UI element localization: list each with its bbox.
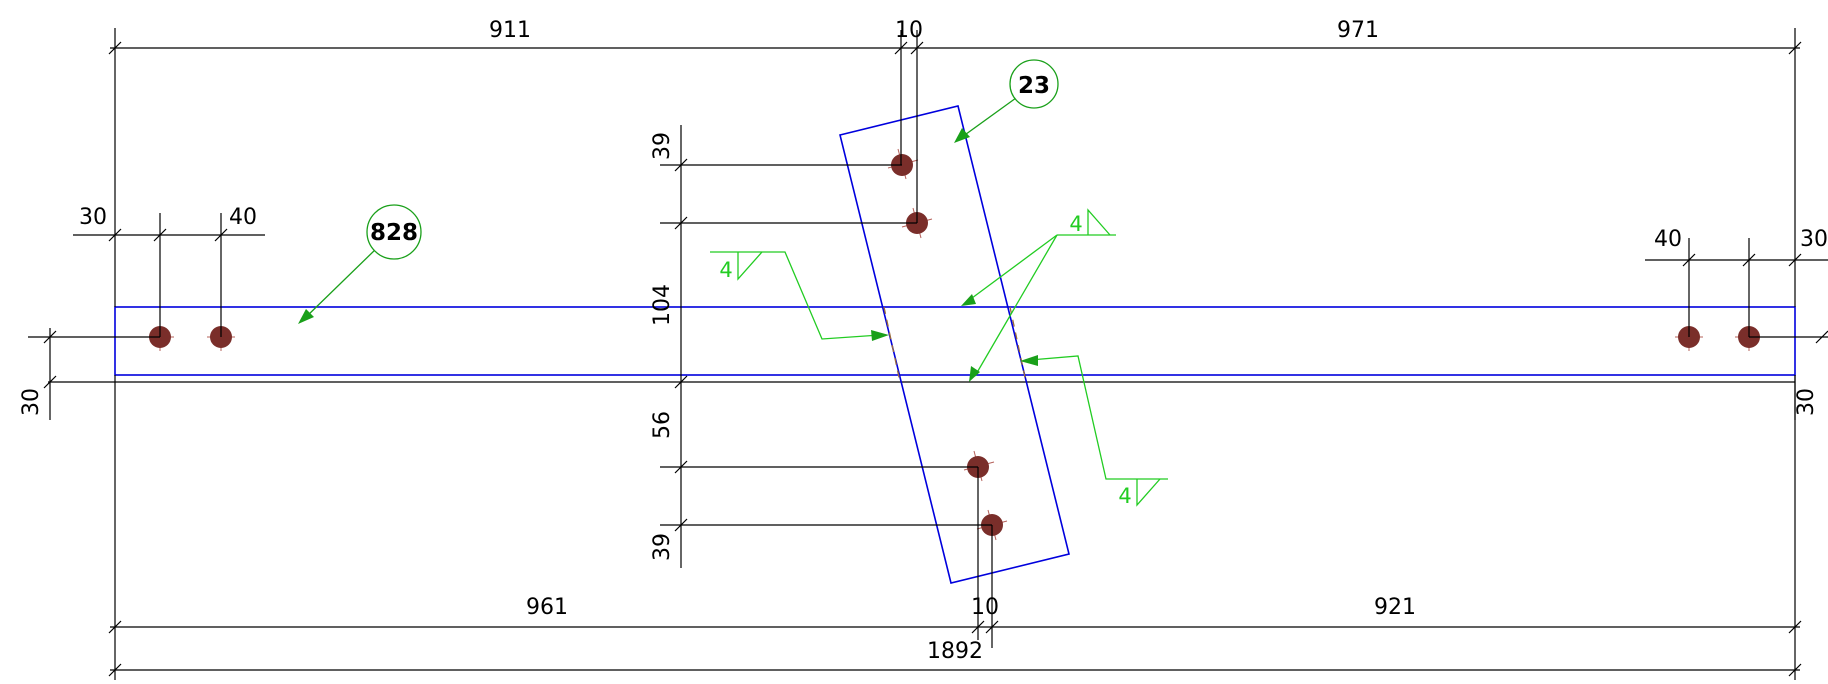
- dim-top-mid: 10: [895, 18, 923, 43]
- weld-symbol-top-right: [961, 208, 1116, 382]
- dim-upper-b: 104: [650, 284, 675, 326]
- dim-overall: 1892: [927, 639, 983, 664]
- left-side-dimension: [28, 328, 160, 420]
- weld-symbol-bottom-right: [1020, 355, 1168, 507]
- right-bolt-dimension: [1645, 238, 1828, 337]
- dim-bottom-right: 921: [1374, 595, 1416, 620]
- weld-symbol-top-left: [710, 251, 889, 341]
- dim-upper-a: 39: [650, 132, 675, 160]
- bottom-dimension-chain: [108, 375, 1802, 680]
- bolt: [963, 450, 995, 482]
- dim-bottom-mid: 10: [971, 595, 999, 620]
- dim-top-left: 911: [489, 18, 531, 43]
- dim-right-pitch: 40: [1654, 227, 1682, 252]
- dim-right-edge: 30: [1800, 227, 1828, 252]
- dim-lower-b: 39: [650, 533, 675, 561]
- dim-bottom-left: 961: [526, 595, 568, 620]
- dim-right-side: 30: [1794, 388, 1819, 416]
- top-dimension-chain: [108, 28, 1802, 307]
- beam-tag-label: 828: [370, 220, 418, 246]
- plate-part-tag: [954, 59, 1059, 143]
- weld-size-top-left: 4: [719, 258, 732, 282]
- dim-left-pitch: 40: [229, 205, 257, 230]
- left-bolt-dimension: [73, 213, 265, 337]
- weld-size-top-right: 4: [1069, 212, 1082, 236]
- dim-top-right: 971: [1337, 18, 1379, 43]
- plate-tag-label: 23: [1018, 73, 1050, 99]
- dim-left-edge: 30: [79, 205, 107, 230]
- dim-left-side: 30: [19, 388, 44, 416]
- weld-size-bottom-right: 4: [1118, 484, 1131, 508]
- plate-outline: [839, 105, 1070, 584]
- weld-centerline-right: [1009, 306, 1027, 383]
- overall-dimension: [108, 663, 1802, 677]
- dim-lower-a: 56: [650, 411, 675, 439]
- bolt: [887, 148, 919, 180]
- beam-outline: [114, 306, 1796, 376]
- beam-part-tag: [298, 204, 422, 324]
- vertical-dimension-chain: [660, 125, 992, 568]
